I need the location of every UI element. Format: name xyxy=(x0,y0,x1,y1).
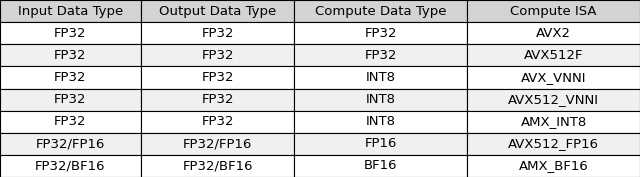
Text: Compute Data Type: Compute Data Type xyxy=(315,5,447,18)
Text: FP32/FP16: FP32/FP16 xyxy=(183,137,252,150)
FancyBboxPatch shape xyxy=(141,111,294,133)
FancyBboxPatch shape xyxy=(294,0,467,22)
Text: FP32/BF16: FP32/BF16 xyxy=(35,159,106,172)
FancyBboxPatch shape xyxy=(0,88,141,111)
Text: AVX512_VNNI: AVX512_VNNI xyxy=(508,93,599,106)
Text: INT8: INT8 xyxy=(366,71,396,84)
FancyBboxPatch shape xyxy=(0,66,141,88)
FancyBboxPatch shape xyxy=(467,88,640,111)
Text: AVX512F: AVX512F xyxy=(524,49,583,62)
FancyBboxPatch shape xyxy=(467,66,640,88)
Text: FP32: FP32 xyxy=(202,49,234,62)
Text: AVX512_FP16: AVX512_FP16 xyxy=(508,137,599,150)
Text: AVX_VNNI: AVX_VNNI xyxy=(521,71,586,84)
FancyBboxPatch shape xyxy=(0,0,141,22)
Text: AMX_INT8: AMX_INT8 xyxy=(520,115,587,128)
Text: INT8: INT8 xyxy=(366,93,396,106)
FancyBboxPatch shape xyxy=(294,133,467,155)
Text: FP32: FP32 xyxy=(202,115,234,128)
FancyBboxPatch shape xyxy=(467,0,640,22)
Text: FP32: FP32 xyxy=(54,115,86,128)
Text: FP32: FP32 xyxy=(54,71,86,84)
Text: Compute ISA: Compute ISA xyxy=(510,5,597,18)
FancyBboxPatch shape xyxy=(467,133,640,155)
Text: Output Data Type: Output Data Type xyxy=(159,5,276,18)
Text: BF16: BF16 xyxy=(364,159,397,172)
Text: AMX_BF16: AMX_BF16 xyxy=(519,159,588,172)
FancyBboxPatch shape xyxy=(141,0,294,22)
Text: INT8: INT8 xyxy=(366,115,396,128)
FancyBboxPatch shape xyxy=(294,44,467,66)
Text: FP32: FP32 xyxy=(365,49,397,62)
FancyBboxPatch shape xyxy=(294,155,467,177)
FancyBboxPatch shape xyxy=(141,66,294,88)
FancyBboxPatch shape xyxy=(467,44,640,66)
Text: FP32: FP32 xyxy=(365,27,397,40)
Text: Input Data Type: Input Data Type xyxy=(18,5,123,18)
Text: FP32/BF16: FP32/BF16 xyxy=(182,159,253,172)
Text: FP32: FP32 xyxy=(54,49,86,62)
FancyBboxPatch shape xyxy=(467,155,640,177)
Text: FP16: FP16 xyxy=(365,137,397,150)
FancyBboxPatch shape xyxy=(141,155,294,177)
FancyBboxPatch shape xyxy=(294,22,467,44)
FancyBboxPatch shape xyxy=(141,88,294,111)
FancyBboxPatch shape xyxy=(0,155,141,177)
FancyBboxPatch shape xyxy=(0,22,141,44)
Text: FP32: FP32 xyxy=(54,27,86,40)
FancyBboxPatch shape xyxy=(141,133,294,155)
FancyBboxPatch shape xyxy=(294,88,467,111)
Text: FP32: FP32 xyxy=(54,93,86,106)
Text: FP32: FP32 xyxy=(202,27,234,40)
FancyBboxPatch shape xyxy=(467,22,640,44)
FancyBboxPatch shape xyxy=(141,22,294,44)
Text: FP32: FP32 xyxy=(202,71,234,84)
FancyBboxPatch shape xyxy=(467,111,640,133)
FancyBboxPatch shape xyxy=(294,66,467,88)
FancyBboxPatch shape xyxy=(0,44,141,66)
FancyBboxPatch shape xyxy=(141,44,294,66)
FancyBboxPatch shape xyxy=(294,111,467,133)
Text: FP32/FP16: FP32/FP16 xyxy=(36,137,105,150)
FancyBboxPatch shape xyxy=(0,133,141,155)
FancyBboxPatch shape xyxy=(0,111,141,133)
Text: AVX2: AVX2 xyxy=(536,27,571,40)
Text: FP32: FP32 xyxy=(202,93,234,106)
